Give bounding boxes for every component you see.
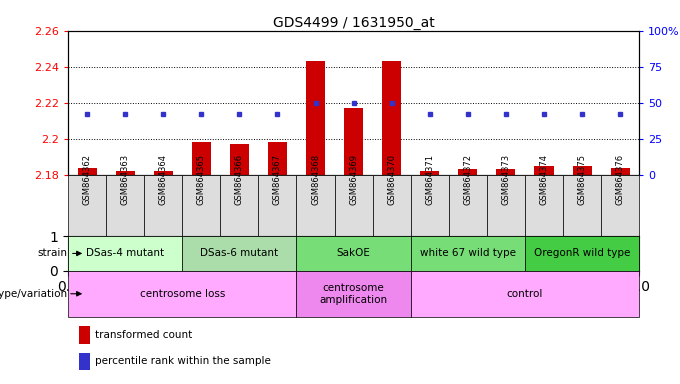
Text: GSM864363: GSM864363 [120,154,130,205]
Bar [78,167,97,175]
Bar [611,167,630,175]
Bar [420,171,439,175]
Bar [296,175,335,236]
Bar [80,326,90,344]
Text: DSas-4 mutant: DSas-4 mutant [86,248,164,258]
Bar [68,236,182,271]
Bar [573,166,592,175]
Bar [106,175,144,236]
Bar [258,175,296,236]
Bar [458,169,477,175]
Bar [220,175,258,236]
Bar [306,61,325,175]
Text: genotype/variation: genotype/variation [0,289,67,299]
Bar [268,142,287,175]
Text: centrosome
amplification: centrosome amplification [320,283,388,305]
Bar [144,175,182,236]
Bar [68,175,106,236]
Bar [296,271,411,317]
Bar [335,175,373,236]
Text: GSM864362: GSM864362 [82,154,92,205]
Bar [116,171,135,175]
Bar [411,175,449,236]
Bar [563,175,601,236]
Text: GSM864376: GSM864376 [615,154,625,205]
Text: GSM864364: GSM864364 [158,154,168,205]
Title: GDS4499 / 1631950_at: GDS4499 / 1631950_at [273,16,435,30]
Bar [182,175,220,236]
Text: GSM864366: GSM864366 [235,154,244,205]
Bar [154,171,173,175]
Text: GSM864371: GSM864371 [425,154,435,205]
Text: GSM864375: GSM864375 [577,154,587,205]
Bar [601,175,639,236]
Text: control: control [507,289,543,299]
Bar [411,236,525,271]
Bar [230,144,249,175]
Bar [525,236,639,271]
Bar [344,108,363,175]
Text: SakOE: SakOE [337,248,371,258]
Bar [68,271,296,317]
Bar [182,236,296,271]
Bar [382,61,401,175]
Text: OregonR wild type: OregonR wild type [534,248,630,258]
Bar [487,175,525,236]
Text: strain: strain [37,248,67,258]
Text: GSM864373: GSM864373 [501,154,511,205]
Text: white 67 wild type: white 67 wild type [420,248,516,258]
Text: DSas-6 mutant: DSas-6 mutant [201,248,278,258]
Text: GSM864372: GSM864372 [463,154,473,205]
Text: GSM864374: GSM864374 [539,154,549,205]
Text: centrosome loss: centrosome loss [139,289,225,299]
Bar [496,169,515,175]
Text: GSM864369: GSM864369 [349,154,358,205]
Bar [411,271,639,317]
Bar [449,175,487,236]
Text: transformed count: transformed count [95,329,192,340]
Text: GSM864368: GSM864368 [311,154,320,205]
Text: GSM864370: GSM864370 [387,154,396,205]
Text: GSM864365: GSM864365 [197,154,206,205]
Text: GSM864367: GSM864367 [273,154,282,205]
Bar [296,236,411,271]
Bar [534,166,554,175]
Bar [192,142,211,175]
Bar [373,175,411,236]
Text: percentile rank within the sample: percentile rank within the sample [95,356,271,366]
Bar [80,353,90,370]
Bar [525,175,563,236]
